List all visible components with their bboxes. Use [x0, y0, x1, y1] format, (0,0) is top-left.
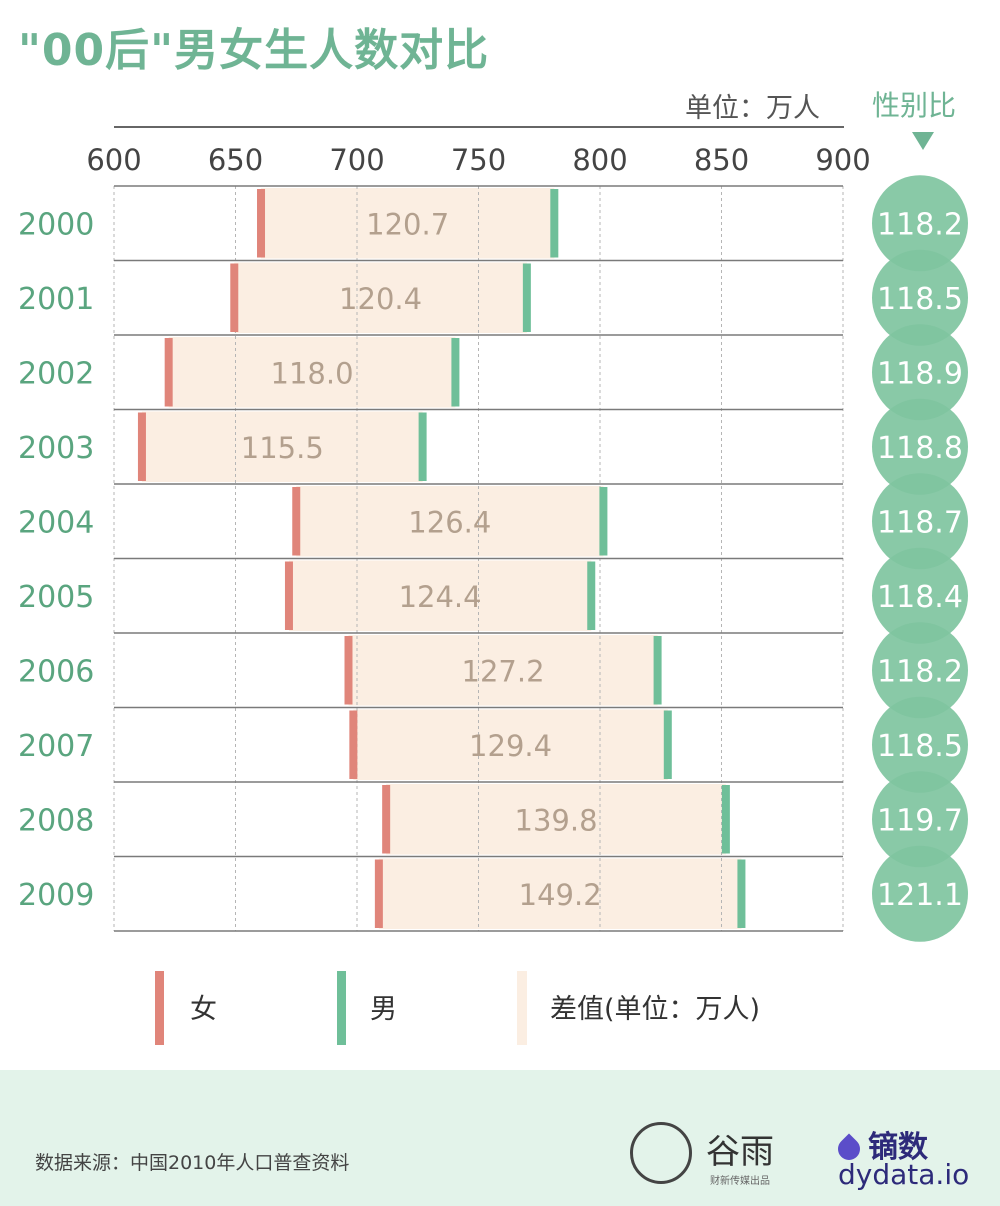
male-marker	[599, 487, 608, 556]
ratio-circle	[872, 398, 968, 495]
diff-label: 126.4	[408, 505, 491, 539]
ratio-label: 121.1	[877, 878, 963, 913]
diff-label: 118.0	[271, 356, 354, 390]
ratio-header: 性别比	[872, 89, 957, 122]
page-title: "00后"男女生人数对比	[18, 25, 490, 76]
diff-label: 129.4	[469, 729, 552, 763]
year-label: 2008	[18, 803, 94, 838]
male-marker	[550, 189, 559, 258]
x-tick-label: 800	[572, 143, 627, 177]
male-marker	[522, 263, 531, 332]
ratio-label: 118.5	[877, 729, 963, 764]
bird-logo-icon	[630, 1122, 692, 1184]
footer	[0, 1070, 1000, 1206]
diff-label: 115.5	[241, 431, 324, 465]
diff-bar	[378, 858, 742, 929]
diff-label: 120.4	[339, 282, 422, 316]
year-label: 2007	[18, 729, 94, 764]
diff-label: 124.4	[399, 580, 482, 614]
dydata-url: dydata.io	[838, 1158, 970, 1191]
x-tick-label: 650	[208, 143, 263, 177]
diff-bar	[296, 486, 604, 557]
ratio-circle	[872, 473, 968, 570]
female-marker	[292, 487, 301, 556]
diff-label: 127.2	[462, 654, 545, 688]
ratio-arrow-icon	[912, 132, 934, 150]
diff-bar	[288, 560, 592, 631]
diff-bar	[234, 262, 527, 333]
ratio-circle	[872, 845, 968, 942]
diff-bar	[141, 411, 423, 482]
dumbbell-chart: 600 650 700 750 800 850 900 120.7 2000 120.4 2001 1…	[18, 143, 968, 1045]
x-tick-label: 600	[86, 143, 141, 177]
diff-label: 120.7	[366, 207, 449, 241]
legend-female-label: 女	[190, 994, 217, 1025]
legend-female-swatch	[155, 971, 164, 1045]
male-marker	[663, 710, 672, 779]
diff-bar	[353, 709, 668, 780]
female-marker	[164, 338, 173, 407]
diff-label: 149.2	[519, 878, 602, 912]
female-marker	[257, 189, 266, 258]
ratio-circle	[872, 249, 968, 346]
source-note: 数据来源：中国2010年人口普查资料	[35, 1152, 350, 1174]
ratio-label: 118.4	[877, 580, 963, 615]
x-tick-label: 700	[329, 143, 384, 177]
ratio-circle	[872, 696, 968, 793]
x-tick-label: 900	[815, 143, 870, 177]
male-marker	[737, 859, 746, 928]
diff-label: 139.8	[515, 803, 598, 837]
year-label: 2009	[18, 878, 94, 913]
guyu-logo: 谷雨 财新传媒出品	[630, 1122, 805, 1192]
male-marker	[587, 561, 596, 630]
year-label: 2002	[18, 356, 94, 391]
diff-bar	[168, 337, 456, 408]
guyu-logo-subtitle: 财新传媒出品	[710, 1176, 770, 1187]
unit-label: 单位：万人	[685, 93, 820, 124]
ratio-label: 118.7	[877, 505, 963, 540]
ratio-circle	[872, 175, 968, 272]
male-marker	[721, 785, 730, 854]
year-label: 2001	[18, 282, 94, 317]
diff-bar	[348, 635, 658, 706]
guyu-logo-text: 谷雨	[706, 1132, 774, 1172]
female-marker	[382, 785, 391, 854]
female-marker	[137, 412, 146, 481]
male-marker	[418, 412, 427, 481]
ratio-label: 118.8	[877, 431, 963, 466]
year-label: 2005	[18, 580, 94, 615]
dydata-logo-name: 镝数	[868, 1130, 928, 1165]
year-label: 2000	[18, 207, 94, 242]
legend-diff-swatch	[517, 971, 527, 1045]
ratio-label: 118.2	[877, 654, 963, 689]
female-marker	[349, 710, 358, 779]
diff-bar	[261, 188, 555, 259]
female-marker	[344, 636, 353, 705]
x-tick-label: 850	[694, 143, 749, 177]
year-label: 2004	[18, 505, 94, 540]
axis-top-rule	[114, 126, 844, 128]
male-marker	[451, 338, 460, 407]
legend-male-label: 男	[370, 994, 397, 1025]
ratio-label: 118.2	[877, 207, 963, 242]
ratio-circle	[872, 324, 968, 421]
ratio-circle	[872, 547, 968, 644]
ratio-label: 118.5	[877, 282, 963, 317]
ratio-label: 119.7	[877, 803, 963, 838]
ratio-label: 118.9	[877, 356, 963, 391]
male-marker	[653, 636, 662, 705]
female-marker	[230, 263, 239, 332]
year-label: 2006	[18, 654, 94, 689]
ratio-circle	[872, 622, 968, 719]
year-label: 2003	[18, 431, 94, 466]
ratio-circle	[872, 771, 968, 868]
dydata-logo: 镝数	[833, 1122, 928, 1166]
legend-male-swatch	[337, 971, 346, 1045]
legend-diff-label: 差值(单位：万人)	[550, 994, 760, 1025]
x-tick-label: 750	[451, 143, 506, 177]
female-marker	[374, 859, 383, 928]
diff-bar	[386, 784, 726, 855]
female-marker	[284, 561, 293, 630]
